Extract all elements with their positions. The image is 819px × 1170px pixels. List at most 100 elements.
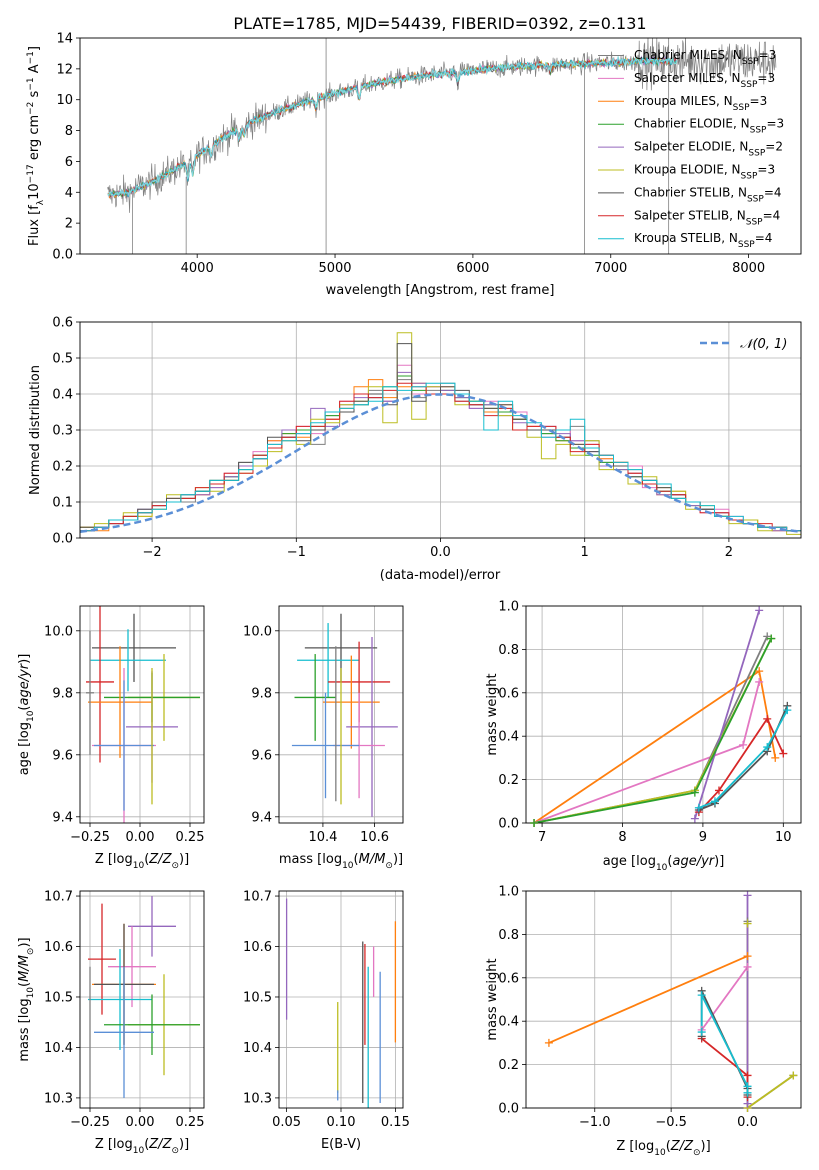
y-tick-label: 8 <box>65 124 73 139</box>
label-part: Z [log <box>95 852 133 867</box>
weight-marker <box>767 634 776 643</box>
label-part: ⊙ <box>171 1146 179 1156</box>
plots-root: 4000 5000 6000 7000 80000.02468101214Chabrie… <box>17 32 802 1158</box>
label-part: )] <box>179 852 189 867</box>
y-tick-label: 1.0 <box>498 885 519 900</box>
weight-marker <box>690 788 699 797</box>
x-tick-label: 0.0 <box>737 1115 758 1130</box>
weight-marker <box>743 1088 752 1097</box>
y-tick-label: 9.6 <box>251 748 272 763</box>
label-part: SSP <box>746 217 763 227</box>
y-tick-label: 0.2 <box>498 773 519 788</box>
y-axis-label: Flux [fλ10−17 erg cm−2 s−1 A−1] <box>26 46 46 246</box>
y-tick-label: 0.4 <box>498 730 519 745</box>
label-part: −1 <box>26 51 36 64</box>
weight-line <box>746 923 794 1108</box>
weight-marker <box>743 962 752 971</box>
label-part: Z [log <box>95 1137 133 1152</box>
weight-marker <box>743 891 752 900</box>
x-tick-label: −0.5 <box>655 1115 687 1130</box>
label-part: SSP <box>748 149 765 159</box>
weight-marker <box>714 786 723 795</box>
x-tick-label: 0.15 <box>381 1115 410 1130</box>
label-part: Salpeter ELODIE, N <box>634 140 748 154</box>
label-part: ( <box>17 706 32 711</box>
label-part: Kroupa MILES, N <box>634 94 733 108</box>
weight-line <box>548 955 748 1044</box>
label-part: mass [log <box>17 998 32 1061</box>
y-tick-label: 10.6 <box>243 940 272 955</box>
label-part: M/M <box>17 955 32 982</box>
x-tick-label: 0.0 <box>430 545 451 560</box>
label-part: =2 <box>765 140 783 154</box>
x-axis-label: E(B-V) <box>321 1137 361 1152</box>
weight-marker <box>710 797 719 806</box>
label-part: )] <box>17 937 32 947</box>
y-tick-label: 1.0 <box>498 600 519 615</box>
axes-frame <box>79 890 205 1109</box>
weight-line <box>698 709 789 809</box>
axes-frame <box>278 605 404 824</box>
label-part: 10 <box>133 1146 145 1156</box>
y-tick-label: 10.7 <box>243 890 272 905</box>
label-part: erg cm <box>27 115 42 164</box>
label-part: 10 <box>656 863 668 873</box>
label-part: age [log <box>17 722 32 775</box>
plot-area <box>88 896 200 1108</box>
y-tick-label: 12 <box>56 62 73 77</box>
y-tick-label: 0.0 <box>52 248 73 263</box>
y-axis-label: age [log10(age/yr)] <box>17 654 36 776</box>
chart-weight_vs_Z: −1.0 −0.5 0.0 0.0 0.2 0.4 0.6 0.8 1.0 Z [log10(Z/… <box>485 885 802 1158</box>
y-tick-label: 10 <box>56 93 73 108</box>
plot-area <box>285 898 397 1108</box>
weight-marker <box>743 1071 752 1080</box>
label-part: =3 <box>759 48 777 62</box>
chart-age_vs_Z: −0.25 0.00 0.259.49.69.810.0Z [log10(Z/Z⊙)… <box>17 605 204 871</box>
label-part: Kroupa ELODIE, N <box>634 163 741 177</box>
label-part: SSP <box>741 172 758 182</box>
legend-label: Chabrier ELODIE, NSSP=3 <box>634 117 784 136</box>
label-part: ( <box>17 982 32 987</box>
y-tick-label: 0.2 <box>498 1058 519 1073</box>
weight-marker <box>771 753 780 762</box>
label-part: 10 <box>27 183 42 200</box>
y-tick-label: 4 <box>65 186 73 201</box>
y-tick-label: 10.4 <box>243 1041 272 1056</box>
x-tick-label: −0.25 <box>70 1115 110 1130</box>
weight-line <box>533 638 773 823</box>
legend-label: Kroupa STELIB, NSSP=4 <box>634 231 772 250</box>
label-part: )] <box>714 854 724 869</box>
y-axis-label: mass weight <box>485 958 500 1040</box>
plot-area <box>80 332 801 535</box>
y-tick-label: 0.8 <box>498 643 519 658</box>
label-part: )] <box>179 1137 189 1152</box>
x-axis-label: Z [log10(Z/Z⊙)] <box>95 1137 189 1156</box>
x-axis-label: mass [log10(M/M⊙)] <box>279 852 403 871</box>
x-axis-label: Z [log10(Z/Z⊙)] <box>95 852 189 871</box>
x-tick-label: 8000 <box>732 261 765 276</box>
label-part: =4 <box>755 231 773 245</box>
label-part: A <box>27 64 42 77</box>
plot-area <box>86 606 200 823</box>
x-tick-label: 1 <box>581 545 589 560</box>
x-tick-label: −1.0 <box>579 1115 611 1130</box>
label-part: λ <box>36 199 46 205</box>
label-part: ⊙ <box>26 948 36 956</box>
label-part: ] <box>27 46 42 51</box>
y-tick-label: 0.1 <box>52 496 73 511</box>
y-tick-label: 10.3 <box>243 1091 272 1106</box>
label-part: Salpeter STELIB, N <box>634 208 746 222</box>
label-part: age [log <box>603 854 656 869</box>
weight-marker <box>690 814 699 823</box>
label-part: 10 <box>654 1148 666 1158</box>
label-part: ( <box>144 1137 149 1152</box>
label-part: ( <box>144 852 149 867</box>
weight-marker <box>755 677 764 686</box>
legend-label: Chabrier MILES, NSSP=3 <box>634 48 776 67</box>
label-part: SSP <box>741 80 758 90</box>
x-tick-label: 0.00 <box>126 830 155 845</box>
y-tick-label: 0.2 <box>52 460 73 475</box>
plot-area <box>107 38 777 254</box>
y-axis-label: mass [log10(M/M⊙)] <box>17 937 36 1061</box>
label-part: Z [log <box>616 1139 654 1154</box>
